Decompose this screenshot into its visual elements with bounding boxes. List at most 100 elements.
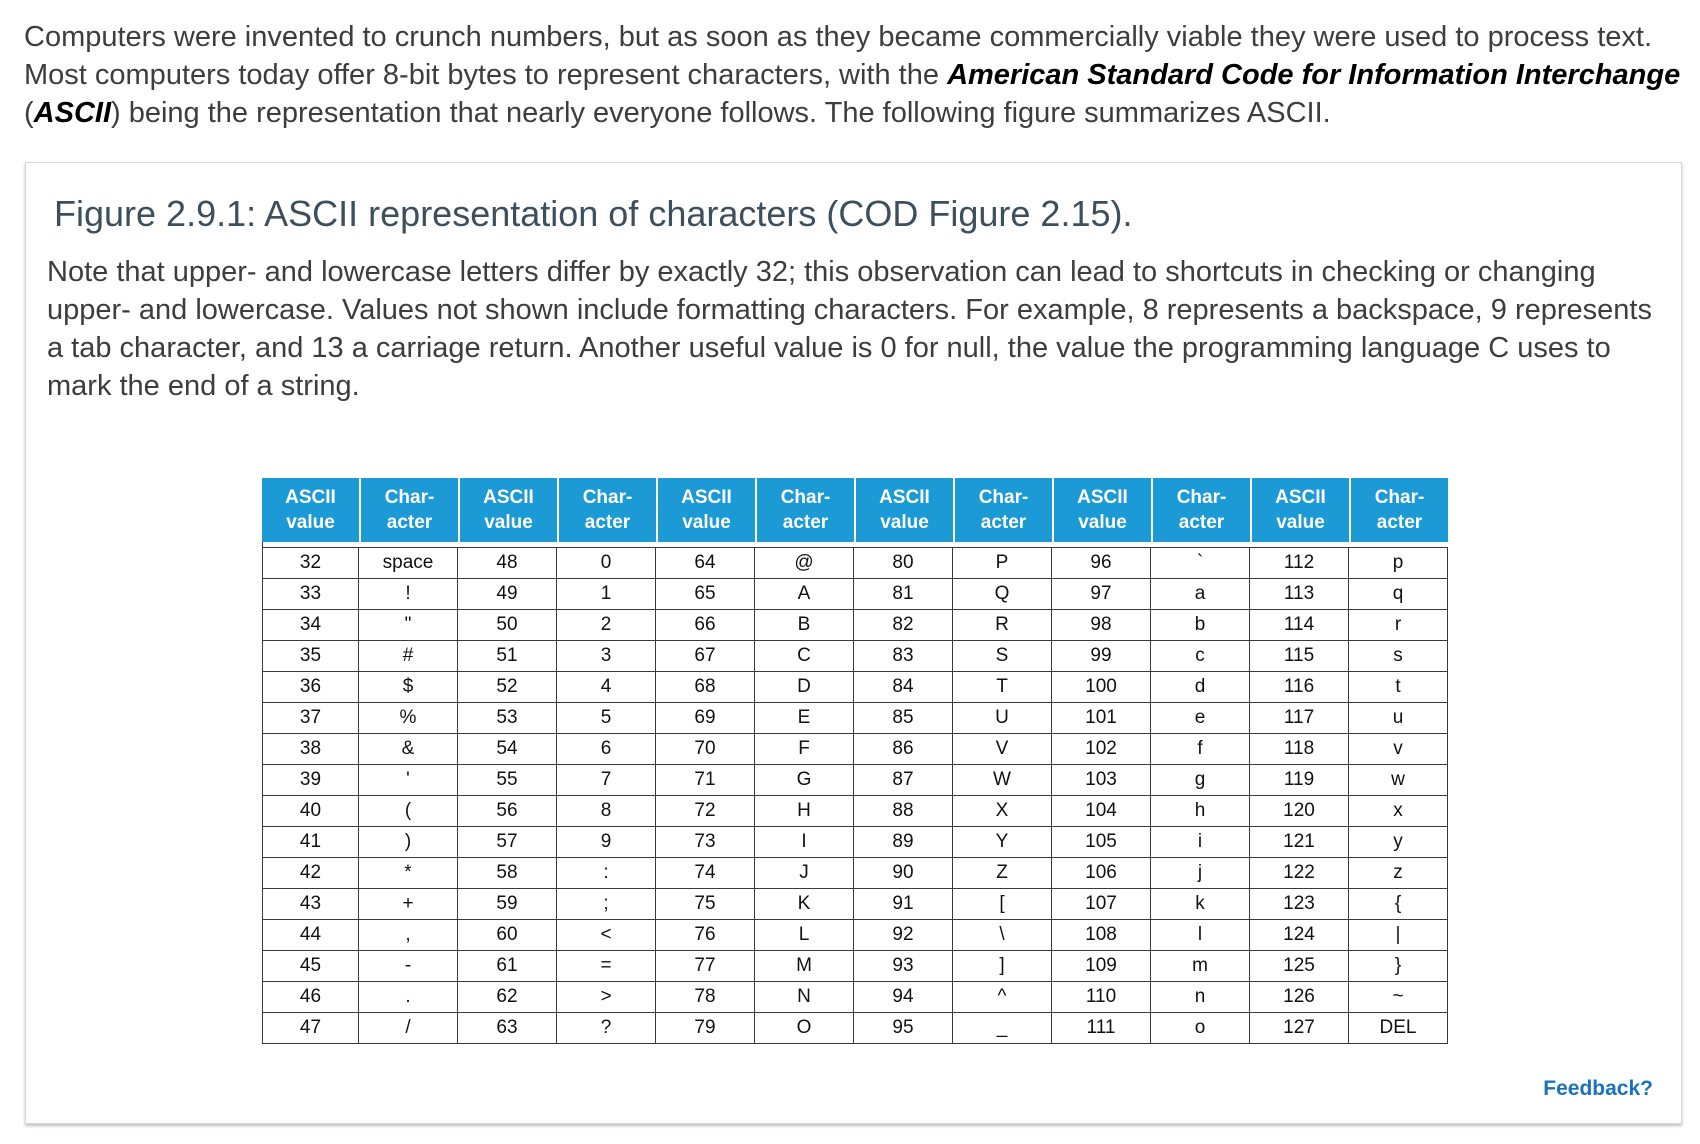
- ascii-value-cell: 118: [1250, 734, 1349, 765]
- character-cell: n: [1151, 982, 1250, 1013]
- character-cell: O: [755, 1013, 854, 1044]
- ascii-value-cell: 41: [262, 827, 359, 858]
- character-cell: U: [953, 703, 1052, 734]
- ascii-value-cell: 117: [1250, 703, 1349, 734]
- ascii-value-cell: 54: [458, 734, 557, 765]
- character-cell: m: [1151, 951, 1250, 982]
- character-cell: d: [1151, 672, 1250, 703]
- character-cell: h: [1151, 796, 1250, 827]
- character-cell: =: [557, 951, 656, 982]
- header-line: ASCII: [285, 487, 336, 508]
- figure-title: Figure 2.9.1: ASCII representation of ch…: [54, 193, 1133, 234]
- character-cell: E: [755, 703, 854, 734]
- ascii-value-cell: 97: [1052, 579, 1151, 610]
- figure-container: Figure 2.9.1: ASCII representation of ch…: [25, 162, 1682, 1124]
- ascii-value-cell: 108: [1052, 920, 1151, 951]
- ascii-value-cell: 115: [1250, 641, 1349, 672]
- character-cell: >: [557, 982, 656, 1013]
- header-gap-cell: [262, 542, 1448, 547]
- ascii-value-cell: 110: [1052, 982, 1151, 1013]
- ascii-value-cell: 37: [262, 703, 359, 734]
- ascii-value-cell: 107: [1052, 889, 1151, 920]
- character-cell: }: [1349, 951, 1448, 982]
- character-cell: <: [557, 920, 656, 951]
- character-cell: space: [359, 547, 458, 579]
- feedback-link[interactable]: Feedback?: [1543, 1077, 1653, 1100]
- column-header-ascii-value: ASCII value: [458, 478, 557, 542]
- character-cell: ;: [557, 889, 656, 920]
- character-cell: ^: [953, 982, 1052, 1013]
- character-cell: DEL: [1349, 1013, 1448, 1044]
- character-cell: T: [953, 672, 1052, 703]
- character-cell: v: [1349, 734, 1448, 765]
- ascii-value-cell: 66: [656, 610, 755, 641]
- table-row: 37% 53 5 69 E 85 U 101 e 117 u: [262, 703, 1448, 734]
- column-header-character: Char-acter: [1349, 478, 1448, 542]
- header-line: value: [682, 512, 731, 533]
- column-header-ascii-value: ASCII value: [854, 478, 953, 542]
- character-cell: 4: [557, 672, 656, 703]
- character-cell: 5: [557, 703, 656, 734]
- character-cell: ]: [953, 951, 1052, 982]
- character-cell: t: [1349, 672, 1448, 703]
- ascii-value-cell: 96: [1052, 547, 1151, 579]
- table-row: 33! 49 1 65 A 81 Q 97 a 113 q: [262, 579, 1448, 610]
- header-gap: [262, 542, 1448, 547]
- ascii-value-cell: 124: [1250, 920, 1349, 951]
- table-row: 46. 62 >78 N 94 ^ 110 n 126 ~: [262, 982, 1448, 1013]
- header-line: Char-: [780, 487, 831, 508]
- character-cell: o: [1151, 1013, 1250, 1044]
- character-cell: V: [953, 734, 1052, 765]
- character-cell: ": [359, 610, 458, 641]
- ascii-value-cell: 120: [1250, 796, 1349, 827]
- character-cell: f: [1151, 734, 1250, 765]
- character-cell: ': [359, 765, 458, 796]
- ascii-value-cell: 71: [656, 765, 755, 796]
- character-cell: `: [1151, 547, 1250, 579]
- character-cell: X: [953, 796, 1052, 827]
- ascii-value-cell: 32: [262, 547, 359, 579]
- character-cell: 2: [557, 610, 656, 641]
- column-header-character: Char-acter: [557, 478, 656, 542]
- ascii-value-cell: 46: [262, 982, 359, 1013]
- ascii-value-cell: 84: [854, 672, 953, 703]
- character-cell: ): [359, 827, 458, 858]
- ascii-value-cell: 90: [854, 858, 953, 889]
- intro-text-after: ) being the representation that nearly e…: [111, 97, 1331, 129]
- character-cell: 6: [557, 734, 656, 765]
- character-cell: Y: [953, 827, 1052, 858]
- ascii-value-cell: 122: [1250, 858, 1349, 889]
- header-line: ASCII: [1275, 487, 1326, 508]
- character-cell: k: [1151, 889, 1250, 920]
- header-line: Char-: [978, 487, 1029, 508]
- character-cell: K: [755, 889, 854, 920]
- character-cell: r: [1349, 610, 1448, 641]
- header-line: ASCII: [1077, 487, 1128, 508]
- ascii-value-cell: 85: [854, 703, 953, 734]
- table-header-row: ASCII value Char-acter ASCII value Char-acter…: [262, 478, 1448, 542]
- column-header-ascii-value: ASCII value: [1052, 478, 1151, 542]
- ascii-value-cell: 59: [458, 889, 557, 920]
- ascii-value-cell: 116: [1250, 672, 1349, 703]
- ascii-value-cell: 127: [1250, 1013, 1349, 1044]
- character-cell: |: [1349, 920, 1448, 951]
- character-cell: z: [1349, 858, 1448, 889]
- header-line: acter: [782, 512, 829, 533]
- ascii-value-cell: 91: [854, 889, 953, 920]
- ascii-value-cell: 98: [1052, 610, 1151, 641]
- table-row: 41) 57 9 73 I 89 Y 105 i 121 y: [262, 827, 1448, 858]
- intro-paren-open: (: [24, 97, 34, 129]
- ascii-value-cell: 67: [656, 641, 755, 672]
- ascii-value-cell: 92: [854, 920, 953, 951]
- character-cell: %: [359, 703, 458, 734]
- character-cell: S: [953, 641, 1052, 672]
- ascii-value-cell: 89: [854, 827, 953, 858]
- character-cell: _: [953, 1013, 1052, 1044]
- ascii-value-cell: 75: [656, 889, 755, 920]
- character-cell: [: [953, 889, 1052, 920]
- ascii-value-cell: 62: [458, 982, 557, 1013]
- ascii-table: ASCII value Char-acter ASCII value Char-acter…: [262, 478, 1448, 1044]
- ascii-value-cell: 82: [854, 610, 953, 641]
- header-line: Char-: [1176, 487, 1227, 508]
- header-line: acter: [386, 512, 433, 533]
